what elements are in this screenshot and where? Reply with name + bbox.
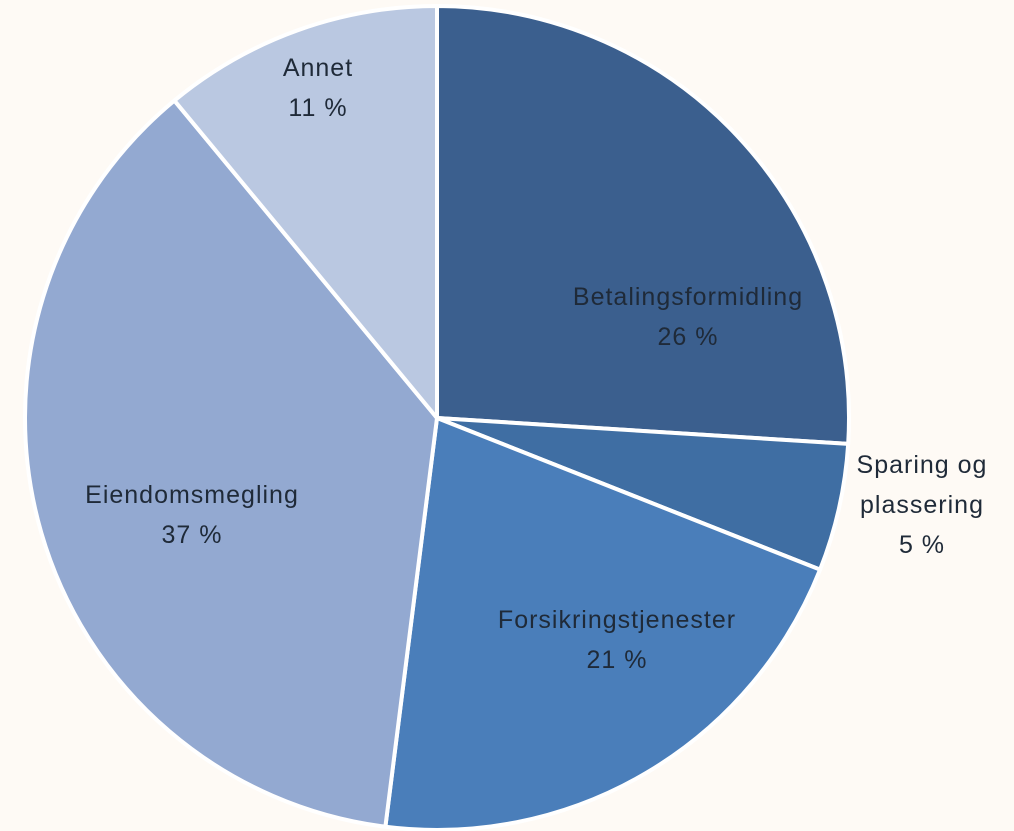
slice-label: Sparing og plassering 5 % [842, 445, 1002, 565]
slice-label: Annet 11 % [283, 48, 353, 128]
category-label: Betalingsformidling [572, 283, 804, 311]
slice-label: Betalingsformidling 26 % [573, 277, 803, 357]
value-label: 21 % [586, 646, 648, 674]
category-label: Forsikringstjenester [497, 606, 737, 634]
slice-label: Eiendomsmegling 37 % [85, 475, 299, 555]
value-label: 37 % [161, 521, 223, 549]
category-label: Annet [282, 54, 354, 82]
pie-slice [435, 4, 851, 446]
pie-slice [23, 98, 439, 829]
value-label: 11 % [288, 94, 348, 122]
category-label: Eiendomsmegling [85, 481, 299, 509]
category-label: Sparing og plassering [856, 451, 988, 519]
pie-slice [383, 416, 823, 831]
value-label: 5 % [898, 531, 946, 559]
slice-label: Forsikringstjenester 21 % [498, 600, 736, 680]
value-label: 26 % [657, 323, 719, 351]
pie-slice [172, 4, 439, 420]
